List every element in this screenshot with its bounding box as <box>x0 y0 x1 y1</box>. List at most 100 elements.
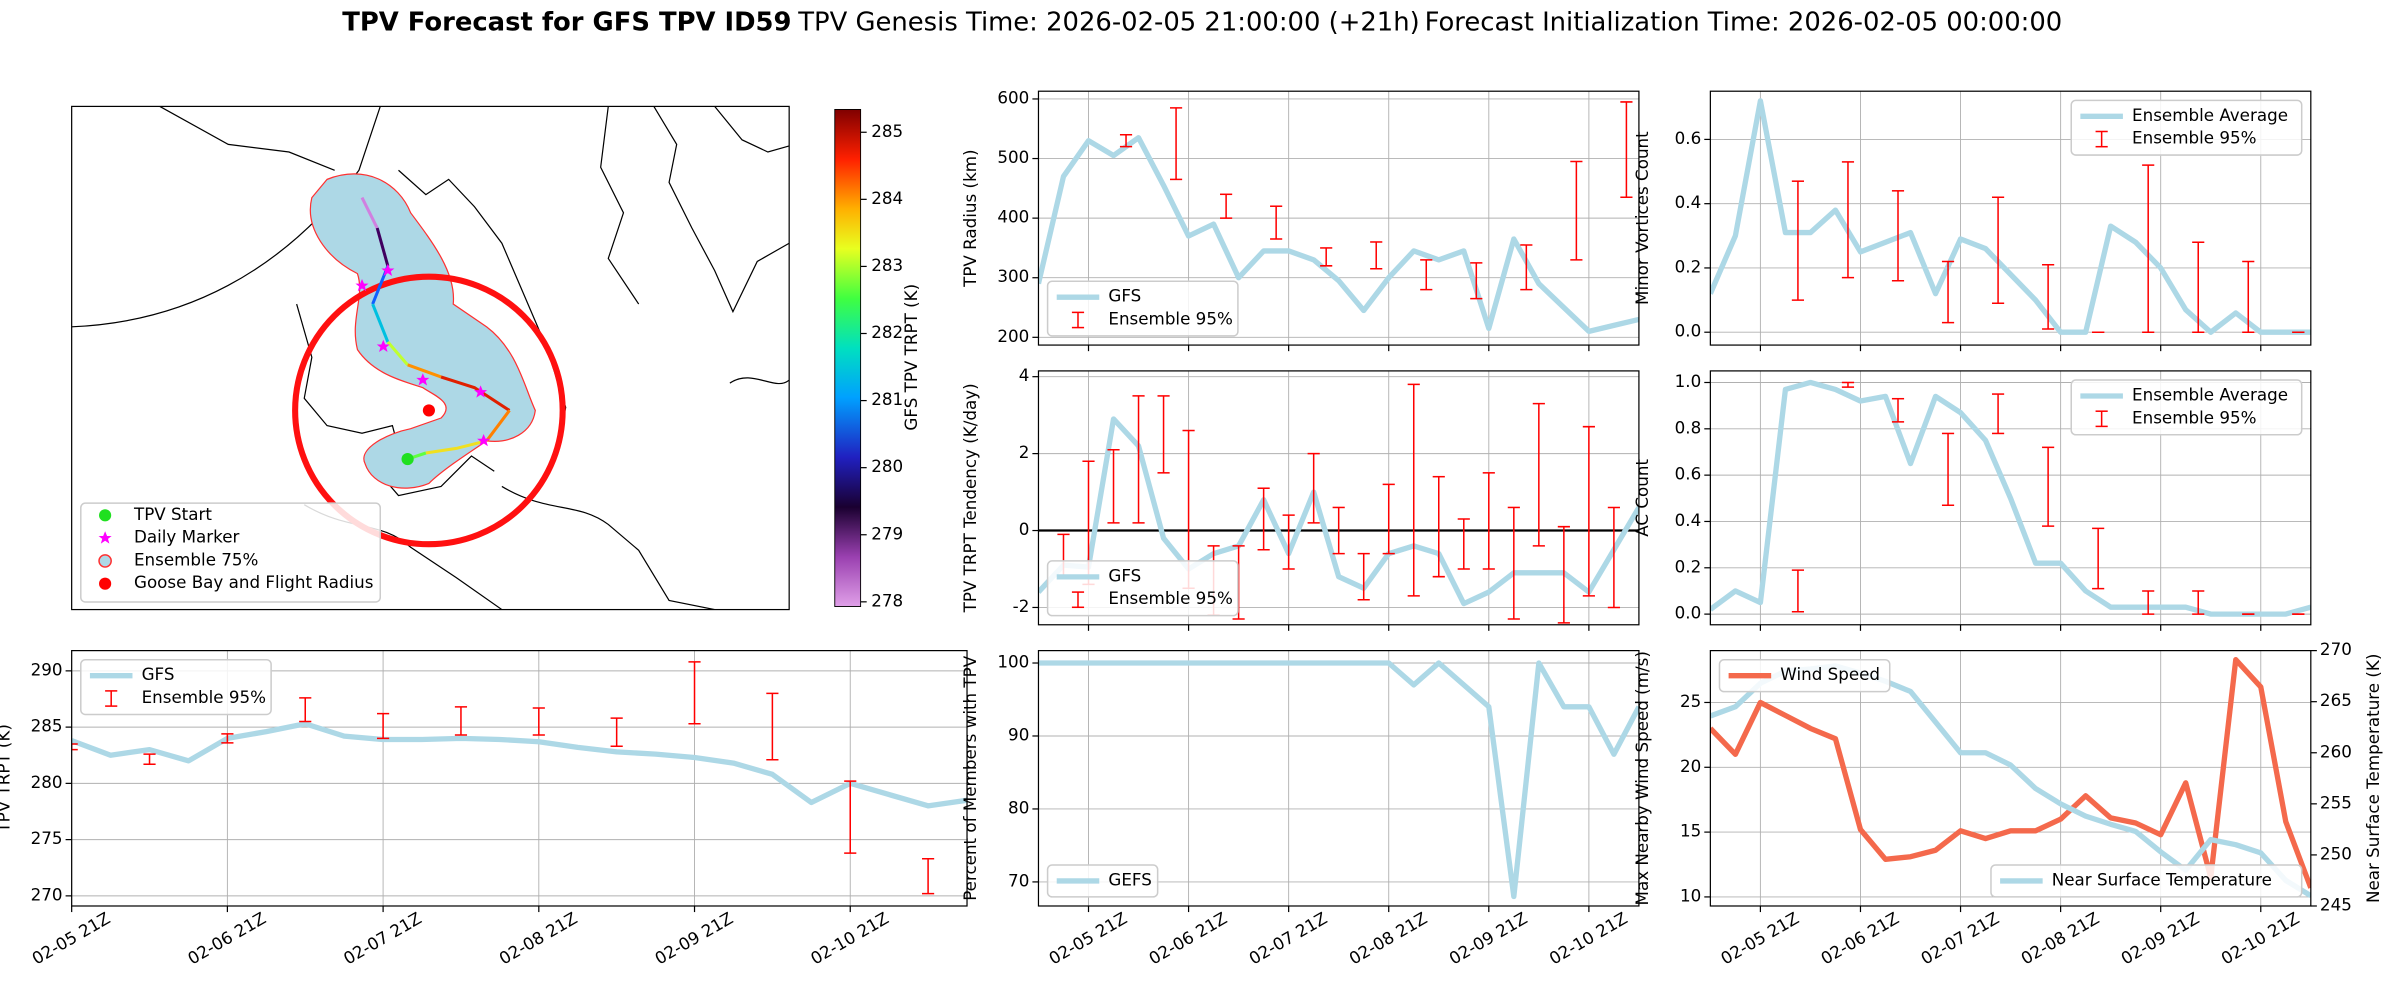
error-bar <box>1432 475 1445 578</box>
plot-frame <box>1709 370 2312 626</box>
colorbar-tick-label: 280 <box>871 456 903 476</box>
error-bar <box>1582 425 1595 597</box>
x-tick-label: 02-05 21Z <box>28 908 113 969</box>
coastline <box>653 106 790 314</box>
error-bar <box>2142 590 2155 615</box>
legend: GFS Ensemble 95% <box>80 658 272 716</box>
y2-tick-label: 245 <box>2320 894 2352 914</box>
y-tick-label: 0.2 <box>1675 556 1702 576</box>
series-line <box>1710 98 2311 335</box>
map-frame <box>71 105 790 611</box>
legend-label: Ensemble Average <box>2132 384 2288 404</box>
y-axis-label: TPV TRPT (K) <box>0 724 13 834</box>
colorbar-tick-label: 283 <box>871 255 903 275</box>
legend-label: Goose Bay and Flight Radius <box>134 572 373 592</box>
error-bar <box>1370 241 1383 270</box>
error-bar <box>2042 263 2055 330</box>
legend-box <box>2070 99 2303 156</box>
y-tick-label: -2 <box>1013 596 1030 616</box>
map: TPV Start Daily Marker Ensemble 75% Goos… <box>71 106 790 610</box>
legend-box <box>1046 864 1159 898</box>
y-axis-label: AC Count <box>1632 459 1652 537</box>
y2-tick-label: 250 <box>2320 843 2352 863</box>
error-bar <box>71 743 78 751</box>
colorbar-tick-label: 282 <box>871 322 903 342</box>
legend-label: GEFS <box>1108 869 1151 889</box>
legend-box <box>1990 864 2303 898</box>
error-bar <box>1119 133 1133 148</box>
coastline <box>714 106 790 153</box>
plot-area <box>71 650 968 906</box>
y-tick-label: 90 <box>1008 724 1029 744</box>
error-bar <box>1570 160 1583 261</box>
legend-label: Ensemble 95% <box>142 687 266 707</box>
x-tick-label: 02-08 21Z <box>496 908 581 969</box>
error-bar <box>454 706 468 736</box>
error-bar <box>1270 205 1283 240</box>
y-tick-label: 10 <box>1680 885 1701 905</box>
error-bar <box>1520 244 1533 291</box>
legend-symbol <box>98 554 112 568</box>
x-tick-label: 02-08 21Z <box>1345 908 1430 969</box>
error-bar <box>1841 381 1855 388</box>
error-bar <box>1941 260 1955 324</box>
error-bar <box>1307 452 1320 524</box>
error-bar <box>1407 383 1420 597</box>
map-legend: TPV Start Daily Marker Ensemble 75% Goos… <box>80 502 382 603</box>
y-tick-label: 25 <box>1680 691 1701 711</box>
x-tick-label: 02-06 21Z <box>1817 908 1902 969</box>
colorbar-tick-label: 279 <box>871 523 903 543</box>
error-bar <box>766 692 779 761</box>
legend-symbol <box>2095 130 2108 148</box>
y-tick-label: 400 <box>997 207 1029 227</box>
y-tick-label: 0.4 <box>1675 510 1702 530</box>
error-bar <box>1941 432 1955 507</box>
legend-symbol <box>1071 591 1085 609</box>
y-tick-label: 0.6 <box>1675 464 1702 484</box>
x-tick-label: 02-10 21Z <box>807 908 892 969</box>
y-tick-label: 0.4 <box>1675 192 1702 212</box>
plot-frame <box>1037 370 1640 626</box>
error-bar <box>1107 449 1120 524</box>
legend-label: Ensemble Average <box>2132 105 2288 125</box>
x-tick-label: 02-05 21Z <box>1717 908 1802 969</box>
legend-label: Ensemble 95% <box>2132 128 2256 148</box>
error-bar <box>1607 506 1620 609</box>
error-bar <box>1357 552 1370 601</box>
y-tick-label: 500 <box>997 147 1029 167</box>
error-bar <box>1891 190 1905 282</box>
series-line <box>1038 660 1639 900</box>
error-bar <box>1382 483 1395 555</box>
colorbar-tick-label: 278 <box>871 590 903 610</box>
error-bar <box>1991 196 2005 305</box>
error-bar <box>1470 262 1483 300</box>
error-bar <box>1482 472 1495 570</box>
x-tick-label: 02-10 21Z <box>2218 908 2303 969</box>
legend-box <box>1718 658 1891 693</box>
x-tick-label: 02-07 21Z <box>1245 908 1330 969</box>
y-tick-label: 80 <box>1008 797 1029 817</box>
legend-symbol <box>105 690 118 707</box>
x-tick-label: 02-06 21Z <box>1145 908 1230 969</box>
plot-area <box>1710 91 2311 346</box>
legend-symbol <box>99 509 112 522</box>
series-line <box>1038 135 1639 335</box>
y-tick-label: 200 <box>997 326 1029 346</box>
error-bar <box>1220 193 1233 219</box>
error-bar <box>221 733 234 744</box>
flight-radius <box>292 273 566 548</box>
plot-frame <box>1037 90 1640 346</box>
x-tick-label: 02-08 21Z <box>2017 908 2102 969</box>
y-tick-label: 0.2 <box>1675 256 1702 276</box>
colorbar-label: GFS TPV TRPT (K) <box>901 284 921 431</box>
error-bar <box>1841 161 1855 279</box>
tpv-start <box>401 452 414 466</box>
y-tick-label: 100 <box>997 652 1029 672</box>
error-bar <box>1169 107 1183 181</box>
error-bar <box>1420 259 1433 291</box>
error-bar <box>2242 260 2255 333</box>
y-tick-label: 20 <box>1680 756 1701 776</box>
coastline <box>729 377 790 385</box>
legend: Near Surface Temperature <box>1990 864 2303 898</box>
